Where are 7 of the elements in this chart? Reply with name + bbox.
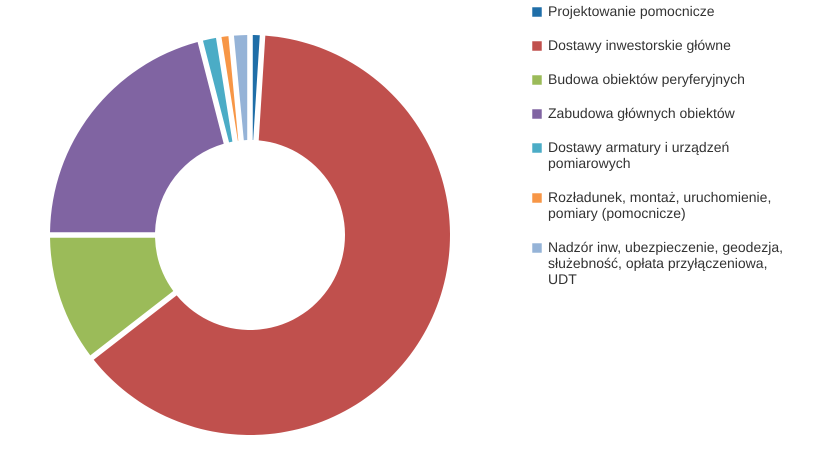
legend-label: Nadzór inw, ubezpieczenie, geodezja, służebność, opłata przyłączeniowa, UDT xyxy=(548,239,784,287)
legend-label: Dostawy inwestorskie główne xyxy=(548,37,732,53)
legend-label: Zabudowa głównych obiektów xyxy=(548,105,736,121)
legend-label: Projektowanie pomocnicze xyxy=(548,3,715,19)
legend-label: Budowa obiektów peryferyjnych xyxy=(548,71,745,87)
legend-label: Dostawy armatury i urządzeń pomiarowych xyxy=(548,139,730,171)
legend-label: Rozładunek, montaż, uruchomienie, pomiary (pomocnicze) xyxy=(548,189,772,221)
